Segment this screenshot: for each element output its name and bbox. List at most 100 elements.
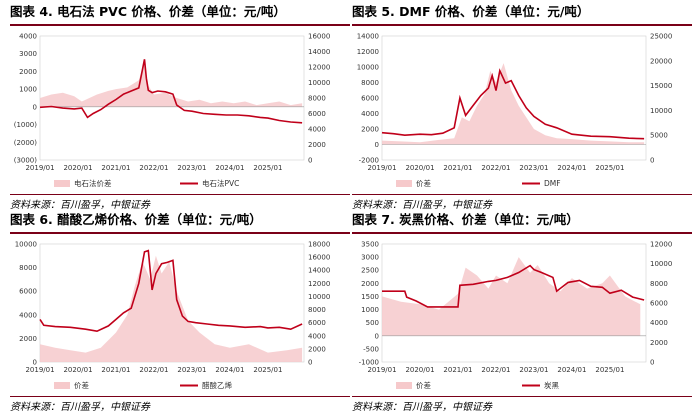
- chart-panel-carbon-black: 图表 7. 炭黑价格、价差（单位：元/吨） 3500 3000 2500 2000 15…: [352, 210, 692, 413]
- left-tick-label: 10000: [15, 241, 37, 249]
- right-tick-label: 2000: [308, 141, 326, 149]
- x-tick-label: 2021/01: [443, 366, 472, 374]
- left-tick-label: 500: [366, 319, 379, 327]
- chart-svg: 40003000200010000(1000)(2000)(3000)16000…: [14, 33, 331, 189]
- source-note: 资料来源：百川盈孚，中银证券: [10, 200, 150, 211]
- x-tick-label: 2019/01: [367, 366, 396, 374]
- source-note: 资料来源：百川盈孚，中银证券: [10, 402, 150, 413]
- source-rule: [352, 396, 692, 397]
- left-tick-label: 1000: [361, 306, 379, 314]
- spread-area: [40, 60, 303, 107]
- x-tick-label: 2024/01: [215, 366, 244, 374]
- legend-label-price: DMF: [544, 179, 561, 188]
- price-line: [382, 264, 645, 308]
- left-tick-label: -2000: [359, 157, 379, 165]
- legend-label-spread: 价差: [416, 380, 431, 390]
- x-tick-label: 2025/01: [595, 366, 624, 374]
- left-tick-label: 0: [33, 103, 37, 111]
- x-tick-label: 2025/01: [253, 164, 282, 172]
- left-tick-label: 14000: [357, 33, 379, 41]
- title-rule: [10, 24, 350, 26]
- left-tick-label: 8000: [19, 264, 37, 272]
- right-tick-label: 8000: [308, 306, 326, 314]
- right-tick-label: 4000: [308, 332, 326, 340]
- right-tick-label: 10000: [308, 79, 330, 87]
- right-tick-label: 0: [650, 359, 654, 367]
- right-tick-label: 4000: [650, 319, 668, 327]
- left-tick-label: 4000: [19, 311, 37, 319]
- source-rule: [10, 194, 350, 195]
- left-tick-label: 2000: [361, 280, 379, 288]
- right-tick-label: 12000: [308, 280, 330, 288]
- left-tick-label: 6000: [361, 95, 379, 103]
- x-tick-label: 2024/01: [557, 164, 586, 172]
- title-rule: [352, 232, 692, 234]
- legend-swatch-spread: [54, 382, 70, 389]
- source-rule: [352, 194, 692, 195]
- source-note: 资料来源：百川盈孚，中银证券: [352, 200, 492, 211]
- right-tick-label: 16000: [308, 254, 330, 262]
- right-tick-label: 12000: [650, 241, 672, 249]
- legend-swatch-spread: [54, 180, 70, 187]
- right-tick-label: 14000: [308, 48, 330, 56]
- spread-area: [382, 63, 645, 145]
- x-tick-label: 2021/01: [101, 366, 130, 374]
- right-tick-label: 15000: [650, 82, 672, 90]
- chart-panel-vinyl-acetate: 图表 6. 醋酸乙烯价格、价差（单位：元/吨） 10000 8000 6000 400…: [10, 210, 350, 413]
- x-tick-label: 2019/01: [25, 366, 54, 374]
- left-tick-label: -1000: [359, 359, 379, 367]
- left-tick-label: 3000: [19, 50, 37, 58]
- price-line: [381, 68, 645, 140]
- price-line: [39, 59, 303, 124]
- source-note: 资料来源：百川盈孚，中银证券: [352, 402, 492, 413]
- left-tick-label: 2000: [19, 68, 37, 76]
- chart-title: 图表 4. 电石法 PVC 价格、价差（单位：元/吨）: [10, 4, 286, 19]
- chart-svg: 3500 3000 2500 2000 1500 1000 500 0 -500 -1000 120…: [359, 241, 673, 391]
- right-tick-label: 10000: [650, 107, 672, 115]
- right-tick-label: 5000: [650, 132, 668, 140]
- chart-panel-pvc: 图表 4. 电石法 PVC 价格、价差（单位：元/吨） 4000 3000 2000…: [10, 2, 350, 211]
- chart-svg: 14000120001000080006000400020000-2000250…: [357, 33, 673, 189]
- x-tick-label: 2019/01: [367, 164, 396, 172]
- x-tick-label: 2023/01: [177, 366, 206, 374]
- title-rule: [352, 24, 692, 26]
- left-tick-label: 4000: [361, 110, 379, 118]
- x-tick-label: 2025/01: [595, 164, 624, 172]
- right-tick-label: 14000: [308, 267, 330, 275]
- left-tick-label: 3500: [361, 241, 379, 249]
- chart-title: 图表 7. 炭黑价格、价差（单位：元/吨）: [352, 212, 579, 227]
- right-tick-label: 6000: [650, 300, 668, 308]
- x-tick-label: 2021/01: [443, 164, 472, 172]
- x-tick-label: 2022/01: [139, 366, 168, 374]
- right-tick-label: 25000: [650, 33, 672, 41]
- left-tick-label: 4000: [19, 33, 37, 41]
- x-tick-label: 2023/01: [177, 164, 206, 172]
- x-tick-label: 2024/01: [215, 164, 244, 172]
- legend-label-price: 醋酸乙烯: [202, 380, 232, 390]
- legend-swatch-spread: [396, 180, 412, 187]
- source-rule: [10, 396, 350, 397]
- left-tick-label: 0: [33, 359, 37, 367]
- x-tick-label: 2025/01: [253, 366, 282, 374]
- chart-panel-dmf: 图表 5. DMF 价格、价差（单位：元/吨） 14000 12000 10000 8…: [352, 2, 692, 211]
- right-tick-label: 0: [308, 157, 312, 165]
- left-tick-label: 0: [375, 141, 379, 149]
- left-tick-label: 1000: [19, 86, 37, 94]
- x-tick-label: 2022/01: [481, 164, 510, 172]
- spread-area: [40, 255, 303, 362]
- x-tick-label: 2022/01: [481, 366, 510, 374]
- right-tick-label: 4000: [308, 126, 326, 134]
- left-tick-label: (1000): [14, 121, 38, 129]
- left-tick-label: 8000: [361, 79, 379, 87]
- left-tick-label: 6000: [19, 288, 37, 296]
- chart-title: 图表 6. 醋酸乙烯价格、价差（单位：元/吨）: [10, 212, 262, 227]
- left-tick-label: (2000): [14, 139, 38, 147]
- chart-title: 图表 5. DMF 价格、价差（单位：元/吨）: [352, 4, 590, 19]
- right-tick-label: 2000: [650, 339, 668, 347]
- legend-label-price: 炭黑: [544, 381, 559, 390]
- right-tick-label: 20000: [650, 57, 672, 65]
- x-tick-label: 2020/01: [63, 366, 92, 374]
- legend-swatch-spread: [396, 382, 412, 389]
- legend-label-spread: 电石法价差: [74, 178, 112, 188]
- right-tick-label: 0: [650, 157, 654, 165]
